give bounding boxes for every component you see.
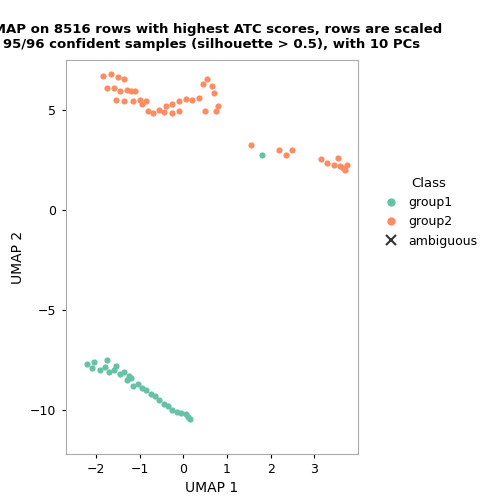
- Point: [188, 96, 196, 104]
- Point: [203, 76, 211, 84]
- Point: [201, 107, 209, 115]
- Point: [282, 151, 290, 159]
- Point: [177, 409, 185, 417]
- Point: [341, 166, 349, 174]
- Point: [144, 107, 152, 115]
- Point: [168, 406, 176, 414]
- Point: [138, 100, 146, 108]
- X-axis label: UMAP 1: UMAP 1: [185, 481, 238, 495]
- Point: [88, 364, 96, 372]
- Point: [275, 146, 283, 154]
- Point: [120, 76, 129, 84]
- Point: [103, 356, 111, 364]
- Point: [107, 71, 115, 79]
- Point: [214, 102, 222, 110]
- Point: [183, 413, 192, 421]
- Text: UMAP on 8516 rows with highest ATC scores, rows are scaled
95/96 confident sampl: UMAP on 8516 rows with highest ATC score…: [0, 23, 442, 51]
- Point: [127, 374, 135, 382]
- Point: [149, 109, 157, 117]
- Point: [83, 360, 91, 368]
- Point: [105, 368, 113, 376]
- Point: [112, 362, 120, 370]
- Point: [122, 376, 131, 384]
- Legend: group1, group2, ambiguous: group1, group2, ambiguous: [379, 177, 478, 247]
- Point: [116, 87, 124, 95]
- Point: [120, 368, 129, 376]
- Point: [109, 84, 117, 92]
- Point: [334, 154, 342, 162]
- Point: [101, 363, 109, 371]
- Point: [343, 161, 351, 169]
- Point: [155, 106, 163, 114]
- Point: [160, 108, 168, 116]
- Point: [168, 100, 176, 108]
- Point: [168, 109, 176, 117]
- Point: [96, 366, 104, 374]
- Point: [127, 87, 135, 95]
- Point: [339, 164, 347, 172]
- Y-axis label: UMAP 2: UMAP 2: [11, 230, 25, 284]
- Point: [258, 151, 266, 159]
- Point: [175, 107, 183, 115]
- Point: [129, 382, 137, 390]
- Point: [212, 107, 220, 115]
- Point: [122, 86, 131, 94]
- Point: [99, 73, 107, 81]
- Point: [210, 89, 218, 97]
- Point: [90, 358, 98, 366]
- Point: [199, 81, 207, 89]
- Point: [112, 96, 120, 104]
- Point: [186, 415, 194, 423]
- Point: [317, 155, 325, 163]
- Point: [208, 82, 216, 90]
- Point: [142, 97, 150, 105]
- Point: [181, 410, 190, 418]
- Point: [181, 95, 190, 103]
- Point: [323, 159, 331, 167]
- Point: [125, 372, 133, 380]
- Point: [134, 380, 142, 388]
- Point: [114, 74, 122, 82]
- Point: [142, 386, 150, 394]
- Point: [175, 97, 183, 105]
- Point: [129, 97, 137, 105]
- Point: [288, 146, 296, 154]
- Point: [132, 87, 140, 95]
- Point: [116, 370, 124, 378]
- Point: [147, 390, 155, 398]
- Point: [330, 161, 338, 169]
- Point: [162, 102, 170, 110]
- Point: [164, 402, 172, 410]
- Point: [247, 141, 255, 149]
- Point: [109, 366, 117, 374]
- Point: [155, 396, 163, 404]
- Point: [138, 384, 146, 392]
- Point: [336, 162, 344, 170]
- Point: [136, 96, 144, 104]
- Point: [103, 84, 111, 92]
- Point: [120, 97, 129, 105]
- Point: [160, 400, 168, 408]
- Point: [195, 94, 203, 102]
- Point: [173, 408, 181, 416]
- Point: [151, 392, 159, 400]
